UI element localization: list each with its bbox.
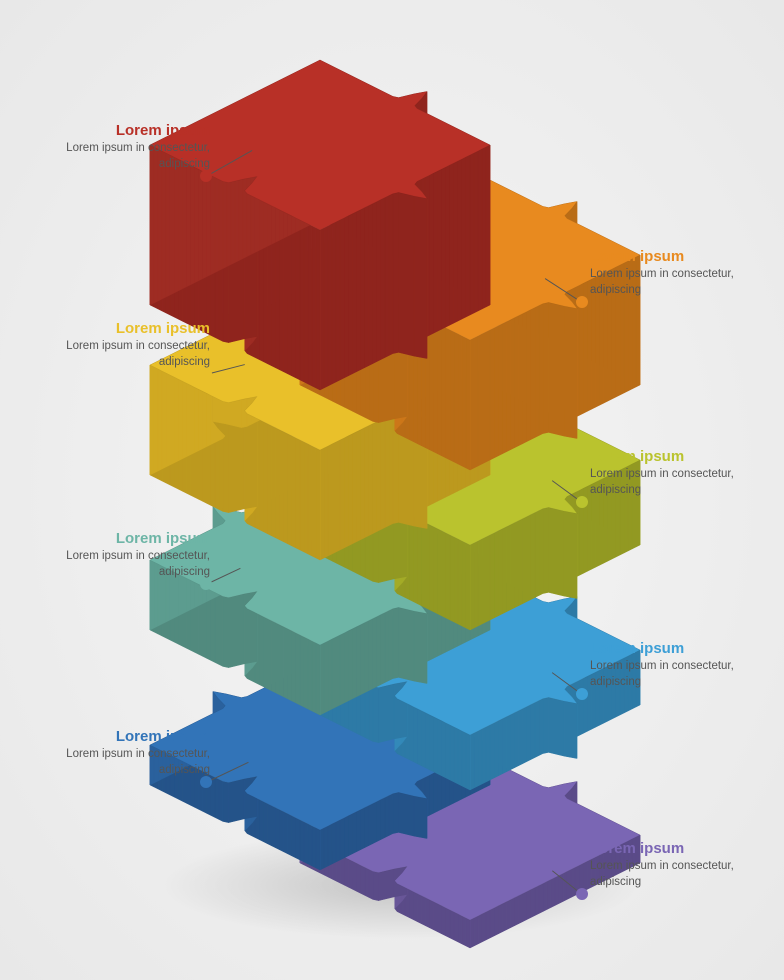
leader-dot-orange [576,296,588,308]
label-body: Lorem ipsum in consectetur, adipiscing [590,859,760,890]
leader-dot-skyblue [576,688,588,700]
label-title: Lorem ipsum [40,728,210,745]
label-body: Lorem ipsum in consectetur, adipiscing [40,339,210,370]
label-skyblue: Lorem ipsum Lorem ipsum in consectetur, a… [590,640,760,690]
infographic-stage: Lorem ipsum Lorem ipsum in consectetur, a… [0,0,784,980]
label-teal: Lorem ipsum Lorem ipsum in consectetur, a… [40,530,210,580]
label-title: Lorem ipsum [40,530,210,547]
label-yellow: Lorem ipsum Lorem ipsum in consectetur, a… [40,320,210,370]
label-purple: Lorem ipsum Lorem ipsum in consectetur, a… [590,840,760,890]
label-title: Lorem ipsum [590,840,760,857]
label-title: Lorem ipsum [590,248,760,265]
leader-dot-purple [576,888,588,900]
label-body: Lorem ipsum in consectetur, adipiscing [590,267,760,298]
label-body: Lorem ipsum in consectetur, adipiscing [40,747,210,778]
label-title: Lorem ipsum [40,320,210,337]
label-title: Lorem ipsum [40,122,210,139]
label-title: Lorem ipsum [590,448,760,465]
label-body: Lorem ipsum in consectetur, adipiscing [590,659,760,690]
label-body: Lorem ipsum in consectetur, adipiscing [40,141,210,172]
leader-dot-lime [576,496,588,508]
label-body: Lorem ipsum in consectetur, adipiscing [590,467,760,498]
label-lime: Lorem ipsum Lorem ipsum in consectetur, a… [590,448,760,498]
label-blue: Lorem ipsum Lorem ipsum in consectetur, a… [40,728,210,778]
label-red: Lorem ipsum Lorem ipsum in consectetur, a… [40,122,210,172]
label-orange: Lorem ipsum Lorem ipsum in consectetur, a… [590,248,760,298]
label-body: Lorem ipsum in consectetur, adipiscing [40,549,210,580]
label-title: Lorem ipsum [590,640,760,657]
